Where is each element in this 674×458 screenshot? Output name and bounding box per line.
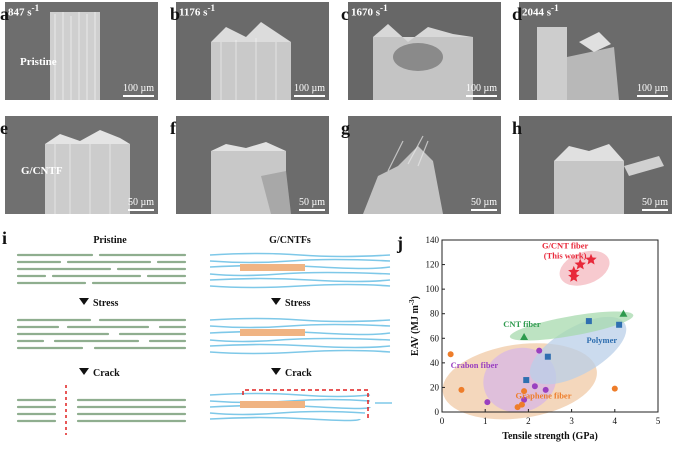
step-stress-left: Stress: [93, 298, 119, 309]
series-label: Crabon fiber: [451, 360, 499, 370]
panel-letter-j: j: [397, 233, 403, 253]
data-point-star: [568, 270, 580, 282]
step-stress-right: Stress: [285, 298, 311, 309]
panel-letter-e: e: [0, 118, 8, 138]
scale-bar: 50 µm: [127, 197, 154, 211]
x-axis-label: Tensile strength (GPa): [502, 431, 598, 442]
arrow-down-icon: [271, 368, 281, 375]
panel-letter-b: b: [170, 4, 181, 24]
sem-panel-d: 2044 s-1 100 µm: [519, 2, 672, 100]
arrow-down-icon: [79, 298, 89, 305]
x-tick-label: 0: [440, 416, 445, 426]
strain-rate-label: 1176 s-1: [179, 3, 216, 19]
polymer-region: [529, 316, 627, 385]
sem-panel-b: 1176 s-1 100 µm: [176, 2, 329, 100]
y-tick-label: 140: [426, 235, 440, 245]
scale-bar: 100 µm: [293, 83, 325, 97]
series-label: G/CNT fiber: [542, 241, 589, 251]
panel-letter-a: a: [0, 4, 9, 24]
row-label-pristine: Pristine: [20, 56, 57, 68]
sem-panel-h: 50 µm: [519, 116, 672, 214]
panel-letter-d: d: [512, 4, 523, 24]
data-point-square: [585, 318, 592, 325]
data-point-circle: [542, 386, 549, 393]
y-tick-label: 20: [430, 382, 440, 392]
arrow-down-icon: [271, 298, 281, 305]
schematic-title-pristine: Pristine: [93, 235, 127, 246]
panel-letter-f: f: [170, 118, 176, 138]
data-point-circle: [521, 396, 528, 403]
data-point-circle: [521, 388, 528, 395]
data-point-star: [568, 265, 580, 277]
crack-path: [242, 389, 369, 420]
schematic-diagram: [16, 252, 392, 435]
graphene-sheet: [240, 264, 305, 271]
x-tick-label: 4: [613, 416, 618, 426]
scale-bar: 50 µm: [641, 197, 668, 211]
pristine-stressed: [16, 318, 187, 350]
y-tick-label: 100: [426, 284, 440, 294]
sem-panel-a: 847 s-1 Pristine 100 µm: [5, 2, 158, 100]
panel-letter-i: i: [2, 228, 8, 248]
data-point-circle: [531, 383, 538, 390]
data-point-circle: [447, 351, 454, 358]
graphene-sheet: [240, 329, 305, 336]
x-tick-label: 3: [569, 416, 574, 426]
panel-letter-c: c: [341, 4, 349, 24]
data-point-square: [616, 321, 623, 328]
data-point-triangle: [619, 309, 628, 317]
x-tick-label: 1: [483, 416, 488, 426]
y-tick-label: 40: [430, 358, 440, 368]
data-point-circle: [536, 347, 543, 354]
data-point-circle: [458, 386, 465, 393]
y-tick-label: 0: [435, 407, 440, 417]
series-label: CNT fiber: [503, 319, 541, 329]
data-point-triangle: [520, 333, 529, 341]
strain-rate-label: 2044 s-1: [522, 3, 559, 19]
sem-panel-g: 50 µm: [348, 116, 501, 214]
scale-bar: 100 µm: [465, 83, 497, 97]
scale-bar: 50 µm: [298, 197, 325, 211]
scale-bar: 50 µm: [470, 197, 497, 211]
data-point-circle: [484, 399, 491, 406]
y-tick-label: 120: [426, 260, 440, 270]
data-point-star: [585, 253, 597, 265]
strain-rate-label: 1670 s-1: [351, 3, 388, 19]
scale-bar: 100 µm: [636, 83, 668, 97]
schematic-title-gcntfs: G/CNTFs: [269, 235, 311, 246]
sem-panel-e: G/CNTF 50 µm: [5, 116, 158, 214]
data-point-circle: [518, 401, 525, 408]
data-point-square: [544, 353, 551, 360]
cnt-fiber-region: [509, 311, 634, 341]
step-crack-left: Crack: [93, 368, 120, 379]
y-axis-label: EAV (MJ m-3): [408, 296, 421, 356]
data-point-star: [574, 258, 586, 270]
sem-panel-f: 50 µm: [176, 116, 329, 214]
panel-letter-h: h: [512, 118, 523, 138]
series-label: Graphene fiber: [516, 390, 572, 400]
eav-vs-strength-chart: 0 1 2 3 4 5 0 20 40 60 80 100 120 140 Tensile strength…: [408, 235, 661, 442]
graphene-sheet: [240, 401, 305, 408]
step-crack-right: Crack: [285, 368, 312, 379]
arrow-down-icon: [79, 368, 89, 375]
strain-rate-label: 847 s-1: [8, 3, 40, 19]
data-point-square: [523, 377, 530, 384]
series-label: Polymer: [586, 335, 617, 345]
scale-bar: 100 µm: [122, 83, 154, 97]
x-tick-label: 2: [526, 416, 531, 426]
y-tick-label: 60: [430, 333, 440, 343]
series-label: (This work): [544, 251, 587, 261]
data-point-circle: [611, 385, 618, 392]
pristine-bundle: [16, 253, 187, 285]
panel-letter-g: g: [341, 118, 350, 138]
sem-panel-c: 1670 s-1 100 µm: [348, 2, 501, 100]
x-tick-label: 5: [656, 416, 661, 426]
y-tick-label: 80: [430, 309, 440, 319]
row-label-gcntf: G/CNTF: [21, 165, 63, 177]
pristine-cracked: [16, 398, 187, 423]
